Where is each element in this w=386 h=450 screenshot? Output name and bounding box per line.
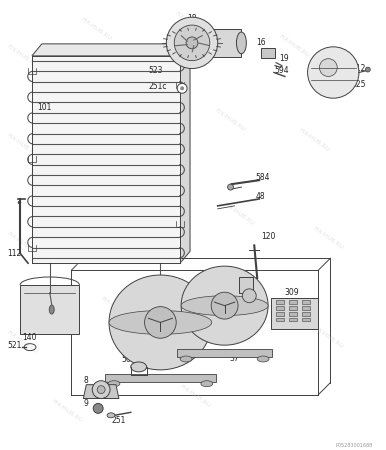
Polygon shape bbox=[177, 349, 272, 357]
Ellipse shape bbox=[237, 32, 246, 54]
Text: 8: 8 bbox=[233, 270, 237, 279]
Ellipse shape bbox=[107, 413, 115, 418]
Ellipse shape bbox=[49, 305, 54, 314]
Bar bbox=[302, 306, 310, 310]
Text: 9: 9 bbox=[83, 399, 88, 408]
Circle shape bbox=[211, 292, 238, 319]
Circle shape bbox=[97, 386, 105, 394]
Text: 567: 567 bbox=[121, 356, 135, 364]
Text: 48: 48 bbox=[255, 193, 265, 202]
Text: 523: 523 bbox=[149, 66, 163, 75]
Text: FIX-HUB.RU: FIX-HUB.RU bbox=[218, 295, 251, 320]
Circle shape bbox=[145, 306, 176, 338]
Text: FIX-HUB.RU: FIX-HUB.RU bbox=[105, 202, 137, 226]
Polygon shape bbox=[20, 285, 80, 334]
Text: FIX-HUB.RU: FIX-HUB.RU bbox=[6, 330, 38, 355]
Bar bbox=[276, 306, 284, 310]
Ellipse shape bbox=[320, 58, 337, 76]
Circle shape bbox=[177, 83, 187, 93]
Ellipse shape bbox=[201, 381, 213, 387]
Bar bbox=[302, 318, 310, 321]
Text: FIX-HUB.RU: FIX-HUB.RU bbox=[312, 325, 345, 350]
Text: 312: 312 bbox=[351, 64, 366, 73]
Text: 37: 37 bbox=[230, 355, 239, 364]
Text: FIX-HUB.RU: FIX-HUB.RU bbox=[6, 231, 38, 256]
Bar bbox=[261, 48, 275, 58]
Circle shape bbox=[174, 25, 210, 61]
Ellipse shape bbox=[181, 296, 268, 315]
Text: FIX-HUB.RU: FIX-HUB.RU bbox=[213, 108, 246, 132]
Text: FIX-HUB.RU: FIX-HUB.RU bbox=[51, 399, 83, 424]
Text: 251c: 251c bbox=[149, 82, 167, 91]
Text: 309: 309 bbox=[285, 288, 300, 297]
Text: 594: 594 bbox=[274, 66, 289, 75]
Ellipse shape bbox=[109, 275, 212, 370]
Text: 2: 2 bbox=[178, 331, 183, 340]
Text: 2: 2 bbox=[149, 351, 154, 360]
Text: 251: 251 bbox=[111, 416, 125, 425]
Ellipse shape bbox=[131, 362, 147, 372]
Bar bbox=[276, 300, 284, 304]
Polygon shape bbox=[105, 374, 216, 382]
Polygon shape bbox=[200, 29, 241, 57]
Polygon shape bbox=[271, 298, 318, 329]
Text: FIX-HUB.RU: FIX-HUB.RU bbox=[6, 43, 38, 68]
Circle shape bbox=[186, 37, 198, 49]
Text: 521: 521 bbox=[7, 341, 22, 350]
Ellipse shape bbox=[257, 356, 269, 362]
Bar bbox=[276, 311, 284, 315]
Circle shape bbox=[180, 86, 184, 90]
Circle shape bbox=[228, 184, 234, 190]
Text: 525: 525 bbox=[351, 80, 366, 89]
Ellipse shape bbox=[181, 266, 268, 345]
Circle shape bbox=[242, 289, 256, 303]
Text: 19: 19 bbox=[279, 54, 289, 63]
Text: FIX-HUB.RU: FIX-HUB.RU bbox=[174, 11, 206, 36]
Ellipse shape bbox=[180, 356, 192, 362]
Text: FIX-HUB.RU: FIX-HUB.RU bbox=[312, 226, 345, 251]
Text: FIX-HUB.RU: FIX-HUB.RU bbox=[297, 127, 330, 152]
Text: FIX-HUB.RU: FIX-HUB.RU bbox=[278, 33, 310, 58]
Text: FIX-HUB.RU: FIX-HUB.RU bbox=[80, 17, 112, 41]
Text: 140: 140 bbox=[22, 333, 37, 342]
Polygon shape bbox=[83, 385, 119, 399]
Bar bbox=[239, 277, 253, 293]
Bar bbox=[302, 300, 310, 304]
Text: FIX-HUB.RU: FIX-HUB.RU bbox=[90, 108, 122, 132]
Circle shape bbox=[308, 47, 359, 98]
Circle shape bbox=[366, 67, 370, 72]
Polygon shape bbox=[180, 44, 190, 263]
Text: P05283001688: P05283001688 bbox=[335, 443, 373, 448]
Text: 9: 9 bbox=[257, 289, 262, 298]
Text: 8: 8 bbox=[83, 376, 88, 385]
Text: FIX-HUB.RU: FIX-HUB.RU bbox=[179, 384, 211, 409]
Text: 18: 18 bbox=[187, 14, 197, 22]
Circle shape bbox=[166, 17, 218, 68]
Bar bbox=[289, 306, 297, 310]
Bar bbox=[276, 318, 284, 321]
Text: FIX-HUB.RU: FIX-HUB.RU bbox=[6, 132, 38, 157]
Text: FIX-HUB.RU: FIX-HUB.RU bbox=[223, 202, 256, 226]
Bar bbox=[289, 318, 297, 321]
Text: 101: 101 bbox=[37, 103, 51, 112]
Ellipse shape bbox=[193, 29, 207, 57]
Text: FIX-HUB.RU: FIX-HUB.RU bbox=[100, 295, 132, 320]
Polygon shape bbox=[32, 44, 190, 56]
Text: 120: 120 bbox=[261, 232, 276, 241]
Text: 584: 584 bbox=[255, 173, 270, 182]
Bar bbox=[302, 311, 310, 315]
Bar bbox=[289, 311, 297, 315]
Ellipse shape bbox=[108, 381, 120, 387]
Text: 112: 112 bbox=[7, 249, 22, 258]
Bar bbox=[289, 300, 297, 304]
Polygon shape bbox=[32, 56, 180, 263]
Circle shape bbox=[92, 381, 110, 399]
Circle shape bbox=[93, 404, 103, 413]
Ellipse shape bbox=[109, 310, 212, 334]
Text: 16: 16 bbox=[256, 38, 266, 47]
